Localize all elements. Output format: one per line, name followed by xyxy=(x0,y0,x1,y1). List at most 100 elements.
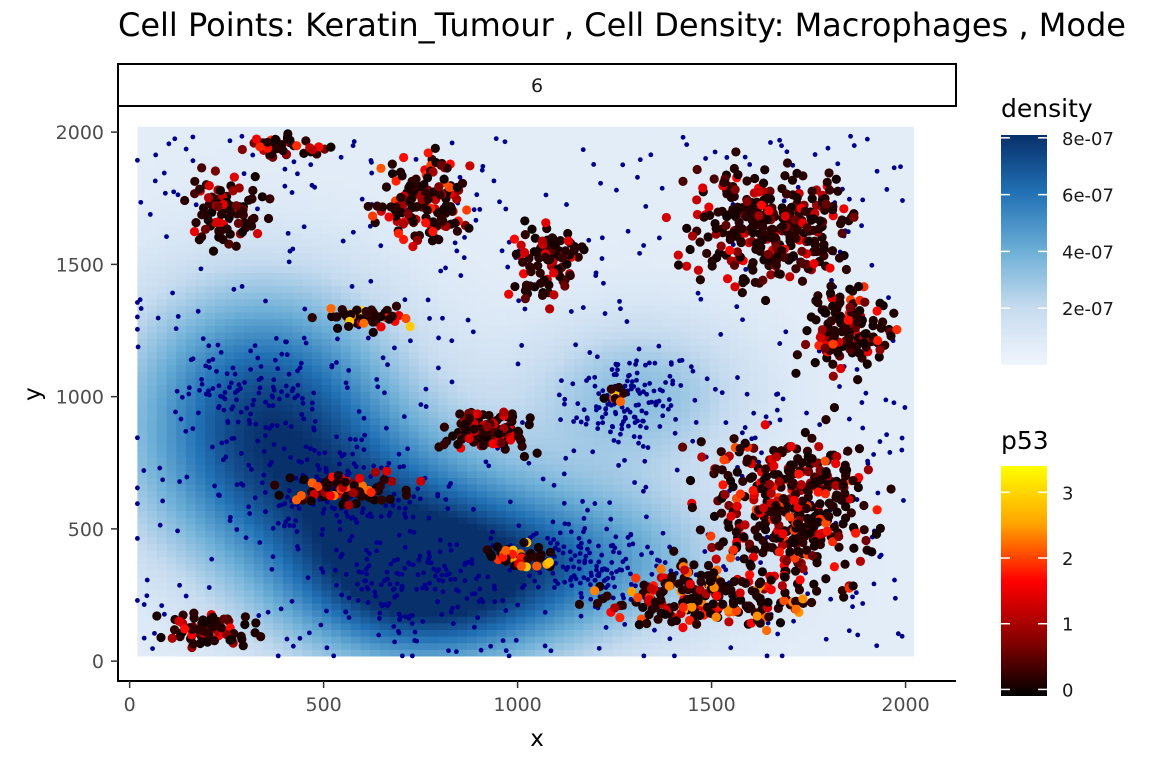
density-cell xyxy=(321,318,332,326)
density-cell xyxy=(350,543,362,551)
density-cell xyxy=(486,292,497,300)
density-cell xyxy=(399,437,410,445)
density-cell xyxy=(670,212,682,221)
density-cell xyxy=(719,636,730,644)
density-cell xyxy=(438,470,449,478)
density-cell xyxy=(661,616,672,624)
density-cell xyxy=(195,523,206,531)
density-cell xyxy=(244,457,255,465)
density-cell xyxy=(156,285,168,293)
density-cell xyxy=(641,140,653,148)
density-cell xyxy=(224,576,235,584)
density-cell xyxy=(661,358,672,366)
density-cell xyxy=(651,305,662,313)
density-cell xyxy=(292,636,303,644)
density-cell xyxy=(535,338,546,346)
density-cell xyxy=(224,259,235,267)
density-cell xyxy=(661,159,672,168)
density-cell xyxy=(195,226,206,234)
density-cell xyxy=(176,510,187,518)
density-cell xyxy=(195,490,206,498)
density-cell xyxy=(573,437,585,445)
density-cell xyxy=(593,146,604,154)
density-cell xyxy=(476,252,488,260)
density-cell xyxy=(670,378,682,386)
density-cell xyxy=(554,457,565,465)
density-cell xyxy=(379,219,391,227)
density-cell xyxy=(447,490,459,498)
density-cell xyxy=(156,523,168,531)
density-cell xyxy=(234,364,245,373)
density-cell xyxy=(224,292,235,300)
density-cell xyxy=(632,292,643,300)
density-cell xyxy=(680,239,691,247)
density-cell xyxy=(234,543,245,551)
density-cell xyxy=(166,199,177,207)
density-cell xyxy=(273,159,284,168)
density-cell xyxy=(273,179,284,187)
density-cell xyxy=(486,384,497,392)
density-cell xyxy=(147,483,158,492)
density-cell xyxy=(496,133,507,141)
density-cell xyxy=(263,497,274,505)
density-cell xyxy=(185,589,197,597)
density-cell xyxy=(321,404,332,412)
density-cell xyxy=(311,636,323,644)
density-cell xyxy=(641,404,653,412)
density-cell xyxy=(234,259,245,267)
density-cell xyxy=(612,179,623,187)
density-cell xyxy=(467,351,478,359)
density-cell xyxy=(185,391,197,399)
density-cell xyxy=(370,278,381,287)
density-cell xyxy=(147,510,158,518)
density-cell xyxy=(331,133,342,141)
density-cell xyxy=(137,517,148,525)
density-cell xyxy=(544,596,556,604)
density-cell xyxy=(176,550,187,558)
density-cell xyxy=(709,133,720,141)
density-cell xyxy=(438,622,449,631)
density-cell xyxy=(137,497,148,505)
density-cell xyxy=(583,569,594,578)
density-cell xyxy=(719,325,730,333)
density-cell xyxy=(428,642,439,650)
density-cell xyxy=(622,206,633,214)
density-cell xyxy=(360,212,371,221)
density-cell xyxy=(447,444,459,452)
density-cell xyxy=(176,345,187,353)
density-cell xyxy=(389,278,400,287)
density-cell xyxy=(573,450,585,459)
density-cell xyxy=(564,166,575,174)
density-cell xyxy=(525,384,536,392)
density-cell xyxy=(554,166,565,174)
density-cell xyxy=(321,417,332,426)
density-cell xyxy=(399,424,410,432)
density-cell xyxy=(593,609,604,617)
density-cell xyxy=(389,146,400,154)
density-cell xyxy=(244,278,255,287)
density-cell xyxy=(214,550,226,558)
density-cell xyxy=(515,497,526,505)
density-cell xyxy=(418,510,429,518)
density-cell xyxy=(486,616,497,624)
density-cell xyxy=(166,536,177,545)
density-cell xyxy=(525,219,536,227)
density-cell xyxy=(680,331,691,340)
density-cell xyxy=(156,146,168,154)
density-cell xyxy=(535,404,546,412)
density-cell xyxy=(525,140,536,148)
density-cell xyxy=(341,212,352,221)
density-cell xyxy=(428,424,439,432)
density-cell xyxy=(457,133,468,141)
density-cell xyxy=(273,199,284,207)
density-cell xyxy=(690,411,701,419)
density-cell xyxy=(147,530,158,538)
density-cell xyxy=(311,530,323,538)
density-cell xyxy=(176,569,187,578)
density-cell xyxy=(399,622,410,631)
density-cell xyxy=(505,609,517,617)
density-cell xyxy=(496,226,507,234)
density-cell xyxy=(651,199,662,207)
density-cell xyxy=(641,312,653,320)
density-cell xyxy=(612,636,623,644)
